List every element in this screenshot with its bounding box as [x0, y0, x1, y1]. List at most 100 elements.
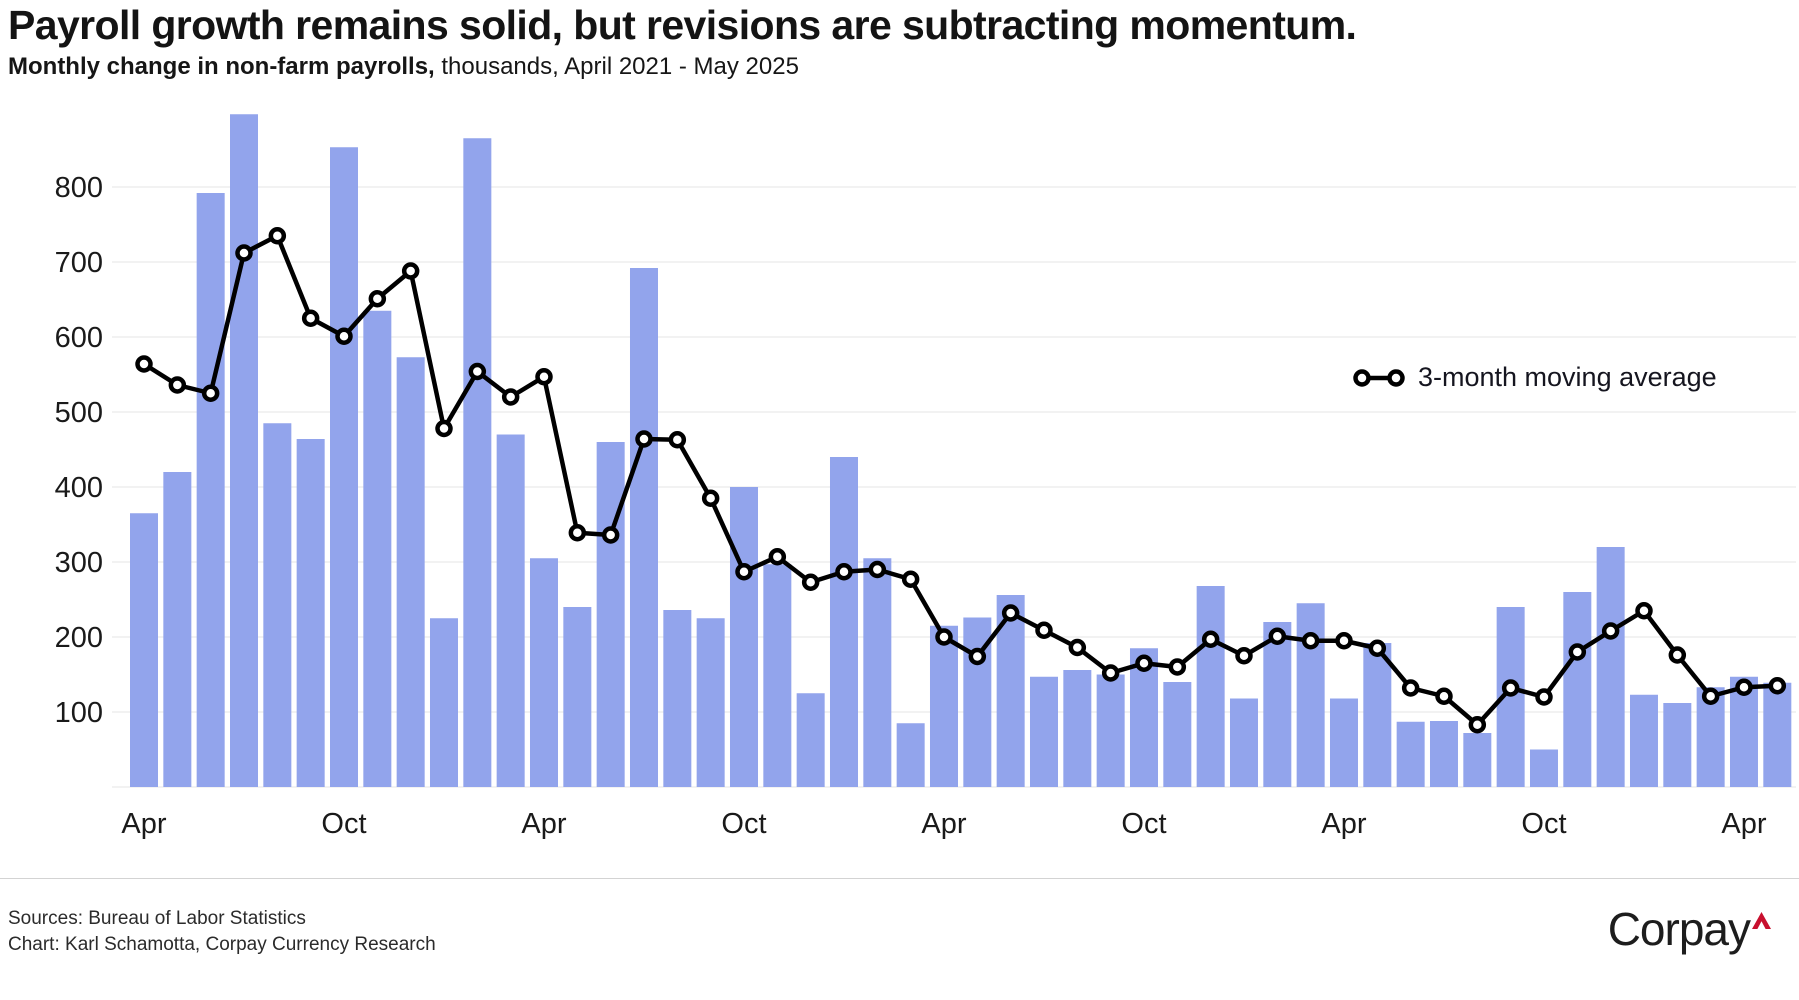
moving-average-point — [1201, 630, 1220, 648]
moving-average-point — [735, 563, 753, 581]
y-axis-tick-label: 800 — [55, 172, 103, 204]
bar — [263, 423, 292, 787]
y-axis-tick-label: 200 — [55, 622, 103, 654]
moving-average-point — [1601, 622, 1620, 640]
moving-average-point — [1535, 688, 1553, 706]
bar — [396, 357, 425, 787]
footer-divider — [0, 878, 1799, 879]
bar — [1029, 676, 1058, 787]
bar — [163, 472, 192, 787]
moving-average-point — [635, 430, 653, 448]
moving-average-point — [268, 227, 287, 245]
moving-average-point — [868, 560, 887, 579]
corpay-logo-text: Corpay — [1607, 903, 1751, 955]
moving-average-point — [1335, 632, 1353, 650]
bar — [863, 558, 892, 787]
bar — [1463, 733, 1492, 787]
bar — [1163, 682, 1192, 787]
bar — [1296, 603, 1325, 787]
bar — [1229, 698, 1258, 787]
x-axis-tick-label: Apr — [921, 808, 966, 840]
moving-average-point — [301, 309, 320, 327]
corpay-caret-icon — [1752, 912, 1771, 929]
x-axis-tick-label: Oct — [321, 808, 366, 840]
moving-average-point — [601, 526, 620, 544]
moving-average-point — [901, 570, 920, 588]
moving-average-point — [501, 388, 520, 406]
bar — [1563, 592, 1592, 787]
bar — [696, 618, 725, 787]
moving-average-point — [168, 376, 187, 394]
moving-average-point — [235, 244, 253, 262]
moving-average-point — [1735, 678, 1753, 696]
moving-average-point — [1268, 627, 1287, 645]
bar — [463, 138, 492, 787]
moving-average-point — [468, 362, 487, 381]
moving-average-point — [1701, 687, 1720, 705]
bar — [563, 607, 592, 787]
moving-average-point — [701, 489, 720, 507]
bar — [1396, 721, 1425, 787]
bar — [1063, 670, 1092, 787]
bar — [1363, 643, 1392, 787]
bar — [1096, 674, 1125, 787]
y-axis-tick-label: 100 — [55, 697, 103, 729]
moving-average-point — [1235, 647, 1253, 665]
bar — [363, 310, 392, 787]
moving-average-point — [1068, 638, 1087, 657]
moving-average-point — [535, 368, 553, 386]
moving-average-point — [1468, 716, 1487, 734]
footer: Sources: Bureau of Labor Statistics Char… — [8, 906, 436, 958]
moving-average-point — [201, 384, 220, 402]
bar — [829, 457, 858, 787]
corpay-logo: Corpay — [1608, 903, 1771, 955]
y-axis-tick-label: 700 — [55, 247, 103, 279]
x-axis-tick-label: Oct — [1521, 808, 1566, 840]
moving-average-point — [335, 327, 353, 345]
bar — [763, 564, 792, 787]
moving-average-point — [1168, 658, 1187, 676]
bar — [1763, 682, 1792, 787]
subtitle-rest: thousands, April 2021 - May 2025 — [434, 53, 799, 80]
moving-average-point — [401, 262, 420, 280]
x-axis-tick-label: Apr — [521, 808, 566, 840]
y-axis-tick-label: 400 — [55, 472, 103, 504]
y-axis-tick-label: 500 — [55, 397, 103, 429]
x-axis-tick-label: Oct — [1121, 808, 1166, 840]
bar — [496, 434, 525, 787]
bar — [1329, 698, 1358, 787]
moving-average-point — [668, 431, 687, 449]
bar — [1429, 721, 1458, 787]
moving-average-point — [435, 419, 453, 438]
moving-average-point — [1035, 621, 1053, 639]
moving-average-point — [1368, 639, 1387, 657]
moving-average-point — [1668, 646, 1687, 664]
bar — [1663, 703, 1692, 787]
x-axis-tick-label: Apr — [1721, 808, 1766, 840]
bar — [1263, 622, 1292, 787]
chart-subtitle: Monthly change in non-farm payrolls, tho… — [8, 53, 799, 81]
y-axis-tick-label: 300 — [55, 547, 103, 579]
legend-label: 3-month moving average — [1418, 362, 1717, 392]
moving-average-point — [1301, 632, 1320, 650]
moving-average-point — [968, 647, 987, 666]
moving-average-point — [1768, 677, 1787, 695]
moving-average-point — [568, 524, 587, 542]
legend: 3-month moving average — [1352, 362, 1717, 393]
bar — [1529, 749, 1558, 787]
x-axis-tick-label: Apr — [1321, 808, 1366, 840]
bar — [663, 610, 692, 787]
footer-sources: Sources: Bureau of Labor Statistics — [8, 908, 306, 929]
page-title: Payroll growth remains solid, but revisi… — [8, 2, 1357, 48]
moving-average-point — [1568, 643, 1587, 661]
footer-credit: Chart: Karl Schamotta, Corpay Currency R… — [8, 934, 436, 955]
moving-average-point — [1135, 654, 1153, 672]
moving-average-point — [935, 628, 953, 646]
bar — [796, 693, 825, 787]
moving-average-marker-icon — [1353, 368, 1405, 387]
x-axis-tick-label: Apr — [121, 808, 166, 840]
bar — [596, 442, 625, 787]
bar — [296, 439, 325, 787]
bar — [1196, 586, 1225, 787]
